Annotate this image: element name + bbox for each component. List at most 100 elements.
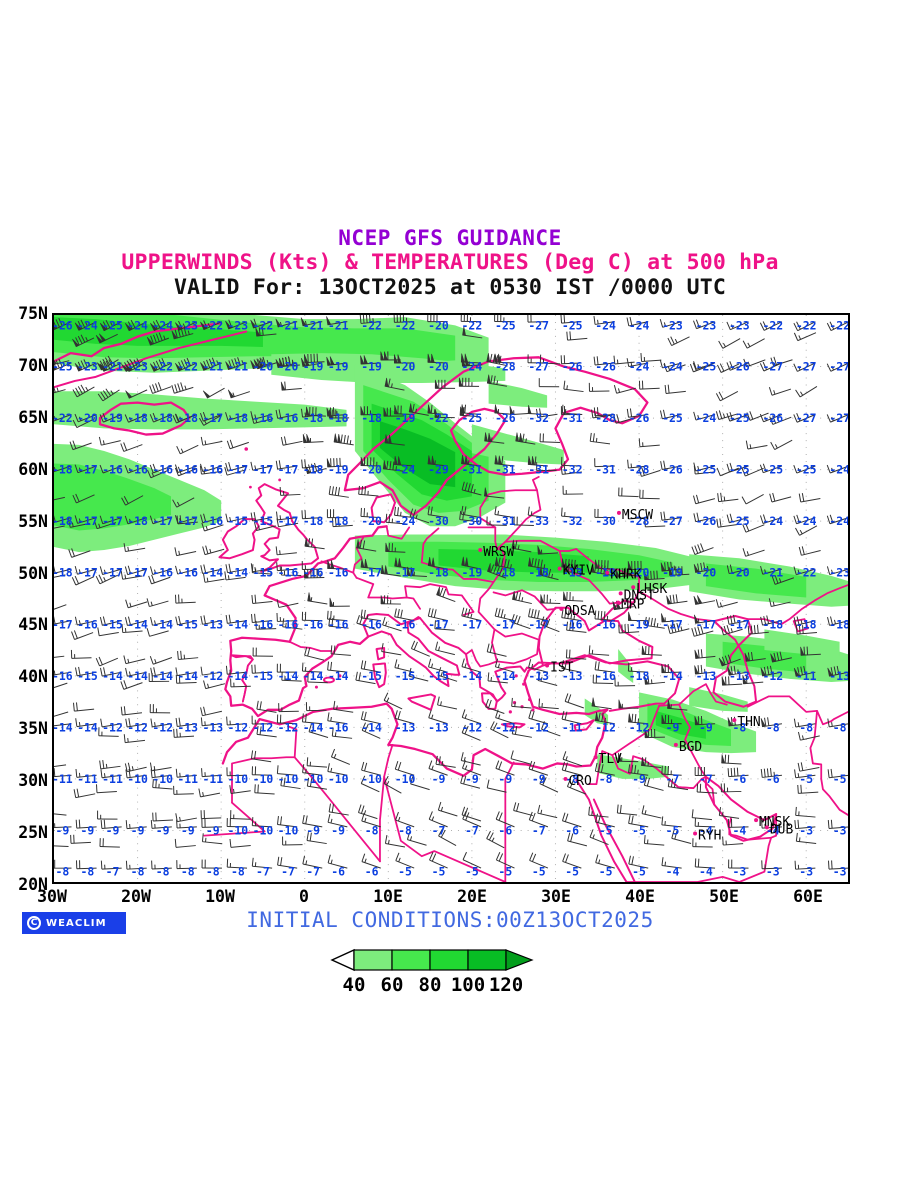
wind-barb: [628, 611, 649, 622]
coastline-path: [493, 628, 540, 641]
wind-barb: [461, 556, 482, 570]
temp-value: -14: [228, 669, 249, 683]
wind-barb: [718, 807, 740, 819]
temp-value: -26: [562, 360, 583, 374]
wind-barb: [67, 519, 90, 528]
wind-barb: [301, 561, 323, 571]
temp-value: -18: [303, 411, 324, 425]
coastline-path: [492, 589, 523, 597]
wind-barb: [149, 762, 172, 772]
wind-barb: [528, 608, 549, 622]
colorbar-tick: 60: [380, 974, 404, 996]
shaded-band: [379, 421, 456, 488]
wind-barb: [716, 518, 738, 528]
wind-barb: [99, 464, 122, 474]
temp-value: -12: [762, 669, 783, 683]
wind-barb: [276, 663, 298, 673]
wind-barb: [591, 409, 613, 419]
wind-barb: [382, 616, 402, 632]
wind-barb: [746, 411, 769, 421]
temp-value: -10: [395, 772, 416, 786]
temp-value: -18: [796, 617, 817, 631]
wind-barb: [538, 566, 559, 581]
coastline-path: [638, 590, 716, 623]
coastlines: [54, 322, 848, 882]
wind-barb: [360, 406, 381, 416]
temp-value: -14: [177, 669, 198, 683]
wind-barb: [427, 455, 448, 467]
wind-barb: [120, 706, 143, 716]
wind-barb: [561, 761, 582, 776]
temp-value: -24: [127, 318, 148, 332]
temp-value: -14: [102, 669, 123, 683]
wind-barb: [742, 548, 765, 557]
temp-value: -22: [796, 318, 817, 332]
wind-barb: [644, 616, 665, 629]
wind-barb: [227, 389, 250, 399]
wind-barb: [561, 404, 583, 415]
wind-barb: [327, 813, 348, 828]
temp-value: -24: [696, 411, 717, 425]
wind-barb: [537, 804, 558, 819]
wind-barb: [461, 607, 482, 622]
shaded-band: [54, 463, 172, 531]
wind-barb: [174, 464, 198, 473]
wind-barb: [250, 356, 273, 370]
temp-value: -9: [81, 823, 95, 837]
temp-value: -7: [281, 865, 295, 879]
temp-value: -7: [432, 823, 446, 837]
wind-barb: [667, 699, 688, 711]
temp-value: -12: [102, 720, 123, 734]
wind-barb: [384, 835, 406, 848]
temp-value: -24: [796, 514, 817, 528]
temp-value: -12: [629, 720, 650, 734]
wind-barb: [589, 432, 611, 445]
wind-barb: [793, 665, 816, 677]
wind-barb: [771, 575, 795, 585]
wind-barb: [54, 655, 65, 658]
wind-barb: [304, 462, 327, 475]
wind-barb: [693, 411, 716, 421]
wind-barb: [302, 433, 324, 444]
wind-barb: [200, 706, 222, 717]
wind-barb: [200, 513, 223, 524]
wind-barb: [760, 565, 783, 575]
temp-value: -4: [699, 865, 713, 879]
wind-barb: [644, 728, 665, 739]
temp-value: -13: [395, 720, 416, 734]
wind-barb: [276, 714, 298, 725]
temp-value: -7: [666, 772, 680, 786]
wind-barb: [395, 811, 415, 828]
wind-barb: [146, 598, 169, 608]
temp-value: -16: [361, 617, 382, 631]
temp-value: -10: [152, 772, 173, 786]
wind-barb: [73, 702, 95, 712]
wind-barb: [54, 465, 72, 473]
wind-barb: [794, 860, 816, 870]
wind-barb: [511, 614, 531, 630]
temp-value: -16: [595, 617, 616, 631]
wind-barb: [327, 559, 348, 570]
wind-barb: [628, 814, 649, 828]
wind-barb: [561, 710, 582, 725]
wind-barb: [560, 355, 582, 365]
wind-barb: [175, 717, 197, 727]
temp-value: -15: [428, 669, 449, 683]
temp-value: -18: [177, 411, 198, 425]
city-marker: [605, 570, 610, 575]
temp-value: -23: [729, 318, 750, 332]
wind-barb: [99, 667, 122, 677]
wind-barb: [513, 516, 534, 527]
temp-value: -15: [102, 617, 123, 631]
wind-barb: [305, 406, 326, 417]
temp-value: -5: [799, 772, 813, 786]
colorbar-segment: [391, 949, 431, 971]
wind-barb: [427, 607, 448, 622]
temp-value: -22: [152, 360, 173, 374]
wind-barb: [306, 832, 327, 845]
city-label: RYH: [698, 829, 721, 844]
temp-value: -32: [562, 514, 583, 528]
wind-barb: [628, 713, 649, 725]
temp-value: -8: [833, 720, 847, 734]
